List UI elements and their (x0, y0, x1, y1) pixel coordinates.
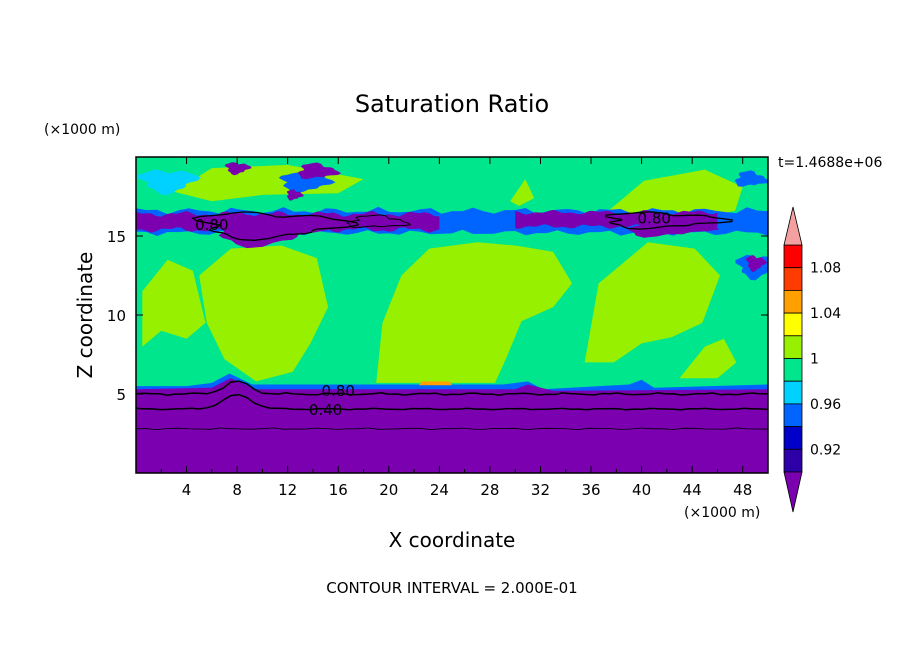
colorbar-segment (783, 244, 803, 269)
upper-blue-patch-1 (278, 172, 336, 194)
colorbar-segment (783, 403, 803, 427)
x-tick-label: 8 (232, 481, 242, 499)
colorbar-label: 0.96 (810, 397, 841, 413)
x-tick-label: 16 (329, 481, 348, 499)
colorbar-label: 1.08 (810, 261, 841, 277)
x-tick-label: 32 (531, 481, 550, 499)
contour-fill-regions (136, 157, 768, 473)
right-purple-patch (745, 255, 767, 273)
contour-interval-footer: CONTOUR INTERVAL = 2.000E-01 (326, 579, 577, 597)
contour-line-0.80-upper-left (191, 211, 360, 241)
colorbar-segment (783, 312, 803, 337)
colorbar-segment (783, 267, 803, 291)
x-axis-ticks: 4 8 12 16 20 24 28 32 36 40 44 48 (160, 157, 752, 499)
x-tick-label: 24 (430, 481, 449, 499)
plot-area (136, 157, 768, 473)
contour-label-3: 0.80 (322, 382, 355, 400)
contour-label-1: 0.80 (195, 216, 228, 234)
contour-lines (136, 211, 768, 431)
lime-region-4 (584, 242, 720, 363)
lime-region-1 (142, 259, 206, 347)
chart-title: Saturation Ratio (355, 90, 549, 118)
contour-labels: 0.80 0.800.800.40 (195, 210, 671, 419)
lime-region-3 (376, 242, 573, 383)
colorbar-segment (783, 380, 803, 405)
y-axis-ticks: 5 10 15 (107, 228, 768, 404)
upper-purple-patch-1 (297, 162, 342, 180)
x-unit-label: (×1000 m) (684, 505, 760, 521)
y-tick-label: 10 (107, 307, 126, 325)
y-tick-label: 5 (116, 386, 126, 404)
x-tick-label: 48 (733, 481, 752, 499)
time-label: t=1.4688e+06 (778, 155, 882, 171)
colorbar: 0.92 0.96 1 1.04 1.08 (783, 206, 841, 513)
upper-purple-patch-2 (224, 162, 252, 176)
colorbar-label: 0.92 (810, 442, 841, 458)
lime-region-5 (679, 338, 737, 379)
colorbar-segment (783, 358, 803, 382)
contour-line-0.80-upper-right (605, 211, 734, 230)
contour-line-0.40-lower (136, 393, 768, 411)
colorbar-label: 1.04 (810, 306, 841, 322)
y-axis-label: Z coordinate (73, 252, 97, 379)
x-tick-label: 28 (480, 481, 499, 499)
y-unit-label: (×1000 m) (44, 122, 120, 138)
colorbar-segment (783, 289, 803, 314)
x-tick-label: 4 (182, 481, 192, 499)
x-tick-label: 20 (379, 481, 398, 499)
contour-line-lower-faint (136, 427, 768, 431)
contour-label-4: 0.40 (309, 401, 342, 419)
colorbar-segment (783, 448, 803, 473)
contour-label-2: 0.80 (638, 210, 671, 228)
surface-orange-patch (419, 381, 452, 386)
upper-right-blue-patch (734, 170, 768, 187)
x-axis-label: X coordinate (389, 528, 516, 552)
x-tick-label: 36 (581, 481, 600, 499)
x-tick-label: 40 (632, 481, 651, 499)
upper-purple-patch-3 (286, 189, 304, 201)
colorbar-segment (783, 426, 803, 450)
x-tick-label: 44 (683, 481, 702, 499)
y-tick-label: 15 (107, 228, 126, 246)
x-tick-label: 12 (278, 481, 297, 499)
lime-region-8 (510, 179, 535, 206)
contour-line-0.80-upper-mid (346, 214, 412, 228)
lime-region-2 (199, 245, 329, 382)
colorbar-segment (783, 335, 803, 359)
colorbar-under-triangle (783, 471, 803, 513)
colorbar-label: 1 (810, 352, 819, 368)
colorbar-over-triangle (783, 206, 803, 246)
upper-dry-bulge-left (202, 214, 329, 249)
lower-dry-layer (136, 378, 768, 473)
contour-line-0.80-lower (136, 380, 768, 396)
upper-cyan-patch-1 (136, 169, 201, 196)
